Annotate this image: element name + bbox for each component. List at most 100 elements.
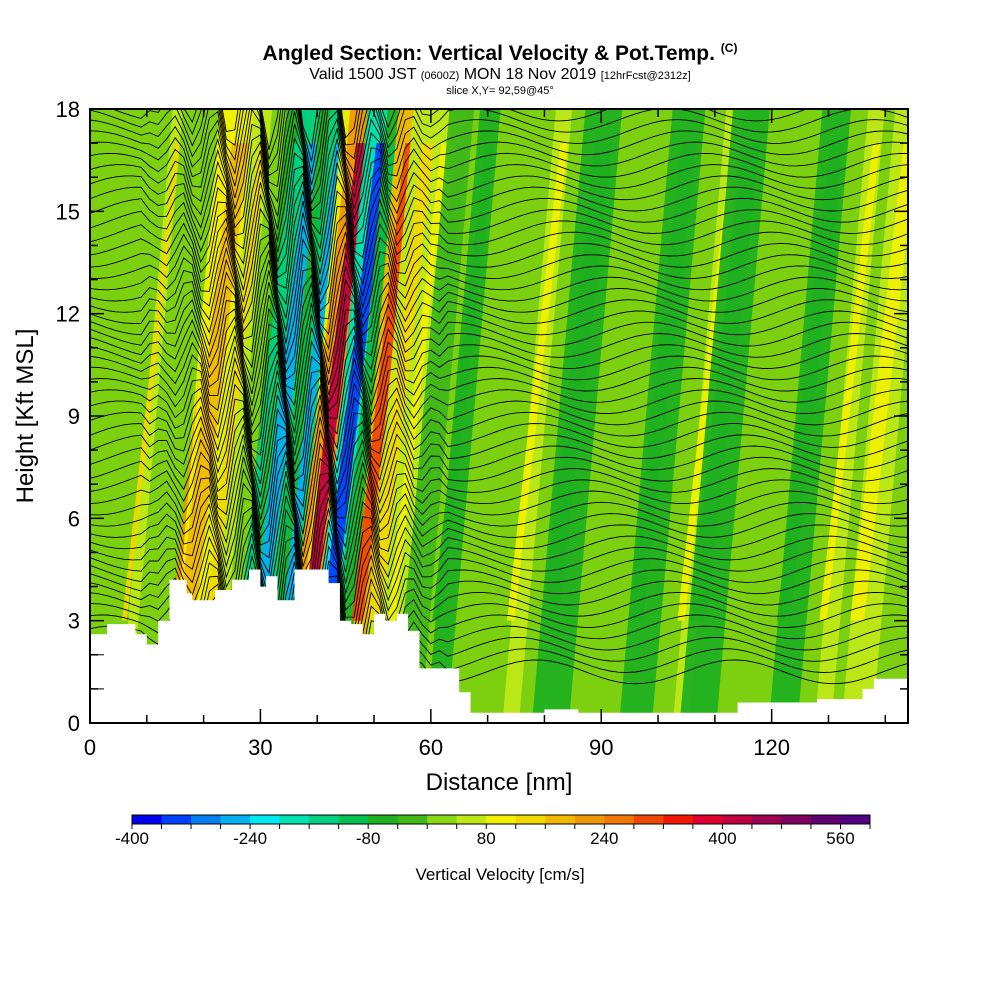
- isentrope-contour: [90, 281, 908, 385]
- isentrope-contour: [90, 394, 908, 498]
- plot-area: [90, 109, 908, 723]
- colorbar-swatch: [191, 815, 221, 824]
- isentrope-contour: [90, 416, 908, 521]
- colorbar-swatch: [751, 815, 782, 824]
- colorbar-swatch: [663, 815, 694, 824]
- colorbar-swatch: [811, 815, 841, 824]
- velocity-column-core: [542, 143, 613, 621]
- velocity-column-core: [178, 143, 249, 621]
- chart-subtitle: Valid 1500 JST (0600Z) MON 18 Nov 2019 […: [309, 66, 691, 83]
- isentrope-contour: [90, 237, 908, 344]
- isentrope-contour: [90, 405, 908, 510]
- colorbar-tick-label: -400: [115, 829, 149, 848]
- isentrope-contour: [90, 451, 908, 558]
- y-tick-label: 0: [68, 711, 80, 736]
- isentrope-contour: [90, 109, 908, 186]
- isentrope-contour: [90, 441, 908, 547]
- isentrope-contour: [90, 270, 908, 374]
- isentrope-contour: [90, 150, 908, 253]
- colorbar-swatch: [515, 815, 546, 824]
- velocity-column-core: [387, 143, 449, 621]
- velocity-column-core: [432, 143, 495, 621]
- colorbar-swatch: [545, 815, 576, 824]
- y-tick-label: 3: [68, 609, 80, 634]
- velocity-column: [119, 109, 183, 723]
- isentrope-contour: [90, 429, 908, 535]
- x-tick-label: 30: [248, 735, 272, 760]
- isentrope-contour: [90, 212, 908, 319]
- colorbar-swatch: [456, 815, 487, 824]
- isentrope-contour: [90, 339, 908, 446]
- velocity-column-core: [282, 143, 344, 621]
- colorbar-swatch: [250, 815, 281, 824]
- axis-ticks: 0 30 60 90 120 0 3 6 9 12 15 18: [56, 97, 908, 760]
- x-tick-label: 120: [753, 735, 790, 760]
- colorbar-swatch: [309, 815, 340, 824]
- isentrope-contour: [90, 109, 908, 174]
- isentrope-contour: [90, 190, 908, 296]
- velocity-column-core: [850, 143, 908, 621]
- isentrope-contour: [90, 292, 908, 395]
- y-axis-label: Height [Kft MSL]: [12, 329, 39, 504]
- x-tick-label: 0: [84, 735, 96, 760]
- isentrope-contour: [90, 225, 908, 332]
- isentrope-contour: [90, 482, 908, 588]
- isentrope-contour: [90, 110, 908, 217]
- isentrope-contour: [90, 259, 908, 365]
- y-tick-label: 15: [56, 199, 80, 224]
- isentrope-contour: [90, 382, 908, 485]
- x-tick-label: 90: [589, 735, 613, 760]
- colorbar-swatch: [220, 815, 251, 824]
- isentrope-contour: [90, 109, 908, 195]
- isentrope-contour: [90, 170, 908, 275]
- y-tick-label: 6: [68, 506, 80, 531]
- colorbar-swatch: [368, 815, 399, 824]
- terrain-mask: [90, 569, 908, 723]
- isentrope-contour: [90, 460, 908, 567]
- isentrope-contour: [90, 471, 908, 577]
- velocity-column-core: [776, 143, 844, 621]
- velocity-column-core: [254, 143, 321, 621]
- colorbar-swatch: [604, 815, 635, 824]
- velocity-column-core: [689, 143, 760, 621]
- colorbar-swatch: [692, 815, 723, 824]
- velocity-column-core: [402, 143, 468, 621]
- colorbar-label: Vertical Velocity [cm/s]: [415, 865, 584, 884]
- velocity-column-core: [271, 143, 332, 621]
- isentrope-contour: [139, 109, 761, 151]
- isentrope-contour: [90, 359, 908, 466]
- velocity-column-core: [322, 143, 389, 621]
- colorbar-swatch: [574, 815, 605, 824]
- colorbar-swatch: [397, 815, 428, 824]
- colorbar-swatch: [781, 815, 812, 824]
- colorbar-swatch: [486, 815, 517, 824]
- colorbar-tick-label: 560: [826, 829, 854, 848]
- colorbar-tick-label: 400: [708, 829, 736, 848]
- chart-slice-info: slice X,Y= 92,59@45°: [446, 85, 554, 97]
- velocity-column-core: [628, 143, 697, 621]
- colorbar-tick-label: -240: [233, 829, 267, 848]
- colorbar-tick-label: -80: [356, 829, 381, 848]
- colorbar-swatch: [840, 815, 871, 824]
- chart-title: Angled Section: Vertical Velocity & Pot.…: [262, 41, 738, 65]
- colorbar-swatch: [338, 815, 369, 824]
- colorbar-swatch: [633, 815, 664, 824]
- y-tick-label: 9: [68, 404, 80, 429]
- colorbar-swatch: [279, 815, 310, 824]
- isentrope-contour: [90, 327, 908, 434]
- y-tick-label: 18: [56, 97, 80, 122]
- colorbar-swatch: [132, 815, 162, 824]
- isentrope-contour: [90, 123, 908, 230]
- chart-titles: Angled Section: Vertical Velocity & Pot.…: [0, 36, 1000, 97]
- x-axis-label: Distance [nm]: [426, 769, 573, 796]
- isentrope-contour: [90, 350, 908, 456]
- isentrope-contour: [90, 181, 908, 286]
- x-tick-label: 60: [419, 735, 443, 760]
- isentrope-contour: [90, 370, 908, 476]
- isentrope-contour: [90, 159, 908, 263]
- y-tick-label: 12: [56, 302, 80, 327]
- isentrope-contour: [90, 200, 908, 306]
- isentrope-contour: [90, 314, 908, 420]
- isentrope-contour: [90, 136, 908, 242]
